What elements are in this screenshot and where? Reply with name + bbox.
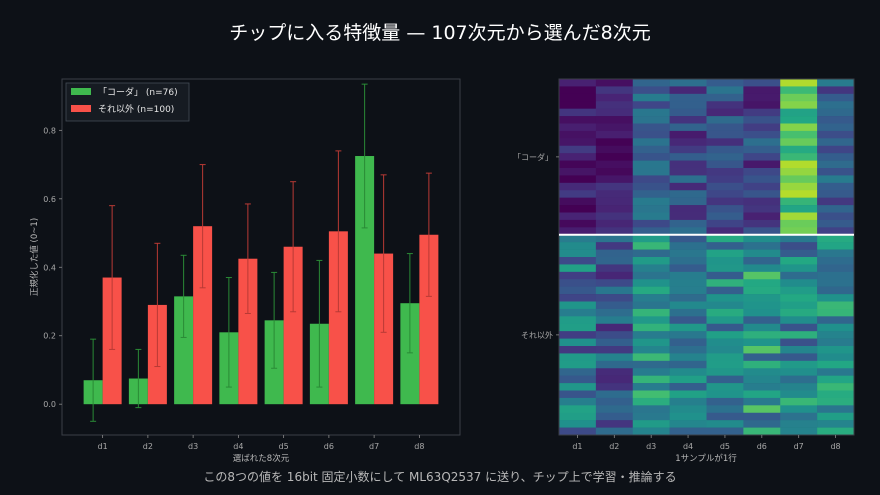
bar-ytick-label: 0.2 (43, 332, 56, 341)
bar-koda-d7 (355, 156, 375, 405)
bar-ytick-label: 0.0 (43, 400, 56, 409)
bar-xtick-label: d4 (233, 442, 243, 451)
bar-ytick-label: 0.4 (43, 263, 56, 272)
bar-ytick-label: 0.8 (43, 126, 56, 135)
bar-xtick-label: d3 (188, 442, 198, 451)
bar-xtick-label: d6 (324, 442, 334, 451)
legend: 「コーダ」 (n=76) それ以外 (n=100) (65, 82, 190, 122)
caption: この8つの値を 16bit 固定小数にして ML63Q2537 に送り、チップ上… (203, 470, 677, 484)
bar-other-d6 (328, 231, 348, 405)
legend-label-koda: 「コーダ」 (n=76) (98, 86, 178, 98)
bar-xtick-label: d8 (414, 442, 424, 451)
legend-swatch-koda (71, 88, 91, 95)
bar-plot-area (61, 78, 461, 436)
bar-xtick-label: d2 (143, 442, 153, 451)
bar-xlabel: 選ばれた8次元 (233, 453, 290, 464)
bar-xtick-label: d1 (98, 442, 108, 451)
legend-label-other: それ以外 (n=100) (98, 103, 174, 115)
bar-other-d4 (238, 258, 258, 405)
legend-swatch-other (71, 105, 91, 112)
bar-ylabel: 正規化した値 (0~1) (29, 218, 40, 296)
bar-other-d3 (193, 226, 213, 405)
bar-xtick-label: d5 (279, 442, 289, 451)
bar-other-d5 (283, 246, 303, 405)
bar-other-d8 (419, 234, 439, 405)
bar-xtick-label: d7 (369, 442, 379, 451)
bar-koda-d3 (174, 296, 194, 405)
bar-koda-d8 (400, 303, 420, 405)
chart-title: チップに入る特徴量 — 107次元から選んだ8次元 (229, 22, 651, 44)
bar-ytick-label: 0.6 (43, 195, 56, 204)
